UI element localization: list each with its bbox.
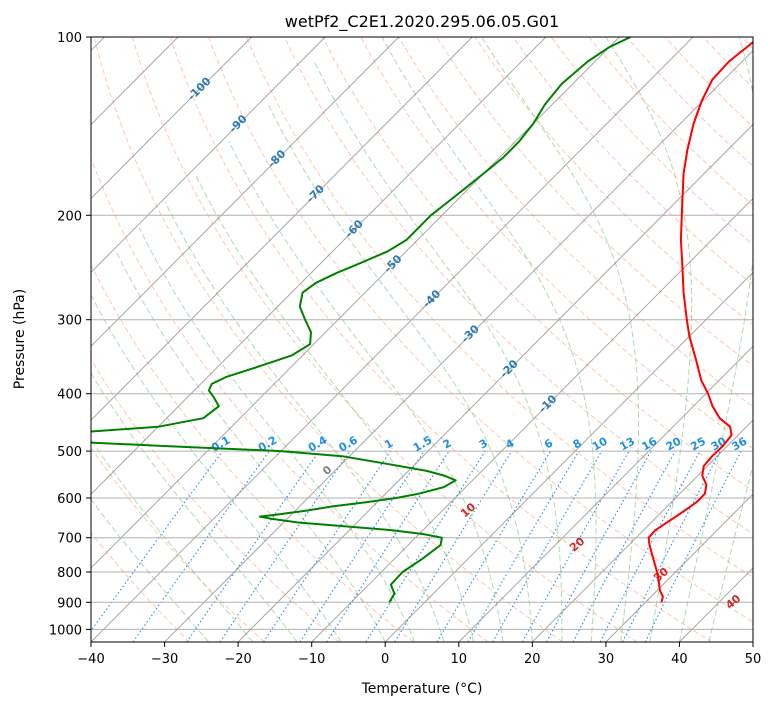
mixing-ratio-line — [132, 450, 270, 642]
x-tick-label: −10 — [298, 652, 325, 667]
mixing-ratio-lines — [91, 450, 742, 642]
moist-adiabat — [91, 438, 254, 642]
y-tick-label: 400 — [57, 388, 82, 403]
x-tick-label: −30 — [151, 652, 178, 667]
isotherm-line — [91, 37, 400, 348]
moist-adiabat — [481, 37, 640, 642]
x-tick-label: 20 — [524, 652, 541, 667]
y-axis-ticks: 100 200 300 400 500 600 700 800 900 1000 — [49, 31, 91, 638]
isotherm-line — [237, 123, 753, 642]
dry-adiabat — [588, 37, 753, 206]
moist-adiabat — [164, 201, 445, 642]
dry-adiabat — [474, 37, 753, 326]
moist-adiabat — [194, 173, 474, 642]
moist-adiabat — [138, 227, 416, 642]
isotherms — [91, 37, 753, 642]
x-axis-label: Temperature (°C) — [361, 681, 483, 697]
isotherm-line — [91, 37, 473, 421]
moist-adiabat — [605, 37, 693, 642]
dry-adiabat — [207, 37, 753, 623]
mixing-ratio-line — [91, 450, 224, 632]
x-axis-ticks: −40 −30 −20 −10 0 10 20 30 40 50 — [77, 642, 761, 667]
dry-adiabat — [93, 37, 563, 642]
temperature-profile-line — [647, 40, 753, 603]
dry-adiabat — [398, 37, 753, 408]
x-tick-label: 40 — [671, 652, 688, 667]
mixing-ratio-line — [467, 450, 580, 642]
moist-adiabat — [381, 37, 597, 642]
isotherm-line — [91, 37, 326, 274]
moist-adiabat — [91, 293, 342, 642]
plot-frame — [90, 36, 754, 643]
y-tick-label: 700 — [57, 532, 82, 547]
mixing-ratio-line — [219, 450, 351, 642]
mixing-ratio-line — [394, 450, 513, 642]
moist-adiabat — [678, 37, 753, 642]
mixing-ratio-line — [436, 450, 551, 642]
x-tick-label: 30 — [598, 652, 615, 667]
x-tick-label: 0 — [381, 652, 389, 667]
y-tick-label: 500 — [57, 445, 82, 460]
dry-adiabat — [91, 263, 414, 642]
isotherm-line — [91, 37, 252, 200]
dry-adiabat — [91, 358, 340, 642]
isotherm-line — [91, 37, 547, 495]
dry-adiabat — [550, 37, 753, 246]
mixing-ratio-line — [522, 450, 630, 642]
isotherm-line — [91, 37, 694, 642]
isobars — [91, 37, 753, 630]
y-tick-label: 300 — [57, 314, 82, 329]
isotherm-line — [605, 493, 753, 642]
mixing-ratio-line — [365, 450, 486, 642]
moist-adiabat — [115, 251, 386, 642]
dry-adiabat — [91, 531, 191, 642]
isotherm-line — [458, 345, 753, 642]
dewpoint-profile-line — [91, 37, 631, 603]
isotherm-line — [91, 37, 620, 569]
dry-adiabats — [91, 37, 753, 642]
moist-adiabat — [267, 104, 533, 642]
isotherm-line — [384, 271, 753, 642]
y-tick-label: 600 — [57, 492, 82, 507]
x-tick-label: −40 — [77, 652, 104, 667]
isotherm-line — [164, 49, 753, 642]
isotherm-line — [311, 197, 753, 642]
y-tick-label: 900 — [57, 596, 82, 611]
mixing-ratio-line — [326, 450, 450, 642]
mixing-ratio-line — [572, 450, 676, 642]
x-tick-label: −20 — [224, 652, 251, 667]
y-tick-label: 100 — [57, 31, 82, 46]
x-tick-label: 10 — [451, 652, 468, 667]
dry-adiabat — [322, 37, 753, 492]
profile-series — [91, 37, 753, 603]
dry-adiabat — [626, 37, 753, 167]
isotherm-line — [531, 419, 753, 642]
moist-adiabat — [313, 61, 563, 642]
dry-adiabat — [436, 37, 753, 367]
y-tick-label: 800 — [57, 566, 82, 581]
y-axis-label: Pressure (hPa) — [12, 289, 28, 389]
x-tick-label: 50 — [745, 652, 762, 667]
dry-adiabat — [131, 37, 638, 642]
mixing-ratio-line — [492, 450, 603, 642]
chart-title: wetPf2_C2E1.2020.295.06.05.G01 — [285, 12, 559, 32]
y-tick-label: 1000 — [49, 623, 82, 638]
dry-adiabat — [169, 37, 713, 642]
y-tick-label: 200 — [57, 209, 82, 224]
